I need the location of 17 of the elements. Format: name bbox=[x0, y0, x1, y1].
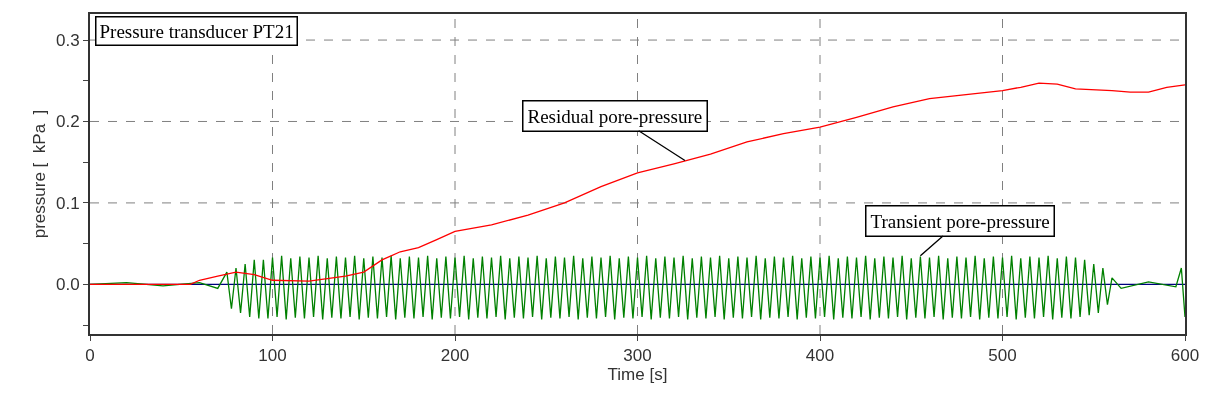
x-axis-title: Time [s] bbox=[607, 365, 668, 385]
y-tick-label: 0.1 bbox=[55, 193, 80, 213]
x-tick-label: 300 bbox=[623, 346, 652, 366]
annotation: Residual pore-pressure bbox=[527, 105, 703, 127]
x-tick-label: 600 bbox=[1170, 346, 1200, 366]
line-series bbox=[90, 82, 1185, 285]
y-tick-label: 0.2 bbox=[55, 112, 80, 132]
x-tick-label: 500 bbox=[988, 346, 1017, 366]
x-tick-label: 0 bbox=[85, 346, 95, 366]
chart-title: Pressure transducer PT21 bbox=[99, 20, 294, 42]
y-axis-title: pressure [ kPa ] bbox=[30, 109, 50, 239]
x-tick-label: 100 bbox=[258, 346, 287, 366]
y-tick-label: 0.3 bbox=[55, 31, 80, 51]
y-tick-label: 0.0 bbox=[55, 275, 80, 295]
x-tick-label: 400 bbox=[805, 346, 835, 366]
x-tick-label: 200 bbox=[440, 346, 470, 366]
annotation: Transient pore-pressure bbox=[870, 210, 1050, 232]
